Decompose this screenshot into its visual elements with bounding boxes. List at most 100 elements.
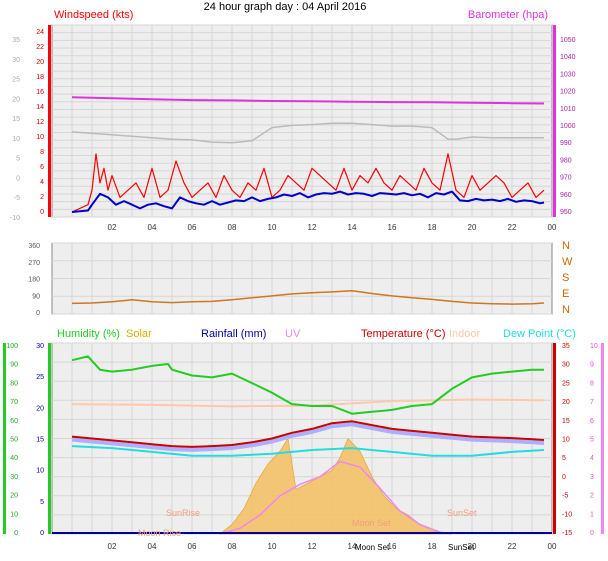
y-tick-label: 20	[12, 96, 20, 103]
x-tick-label: 04	[148, 542, 157, 551]
apparent-temperature-band	[71, 422, 545, 452]
y-tick-label: 30	[562, 362, 570, 369]
y-tick-label: 990	[560, 140, 572, 147]
wind-direction-line	[71, 289, 545, 305]
y-tick-label: 5	[590, 437, 594, 444]
y-tick-label: 1	[590, 511, 594, 518]
y-tick-label: 10	[36, 468, 44, 475]
x-tick-label: 02	[108, 542, 117, 551]
y-tick-label: -5	[14, 195, 20, 202]
y-tick-label: 25	[12, 77, 20, 84]
y-tick-label: 25	[562, 380, 570, 387]
y-tick-label: 12	[36, 119, 44, 126]
x-tick-label: 10	[268, 223, 277, 232]
compass-label: W	[562, 256, 573, 268]
sun-moon-label: Moon Set	[352, 518, 391, 528]
y-tick-label: 1040	[560, 54, 576, 61]
y-tick-label: 360	[28, 243, 40, 250]
x-tick-label: 08	[228, 223, 237, 232]
y-tick-label: 8	[40, 149, 44, 156]
y-tick-label: 1020	[560, 89, 576, 96]
humidity-line	[71, 355, 544, 415]
y-tick-label: 20	[36, 59, 44, 66]
legend-item: Humidity (%)	[57, 328, 120, 340]
y-tick-label: 980	[560, 157, 572, 164]
y-tick-label: 7	[590, 399, 594, 406]
wind-series	[71, 96, 545, 213]
x-tick-label: 10	[268, 542, 277, 551]
y-tick-label: 25	[36, 374, 44, 381]
direction-series	[71, 289, 545, 305]
y-tick-label: 100	[6, 343, 18, 350]
x-tick-label: 12	[308, 542, 317, 551]
y-tick-label: 22	[36, 44, 44, 51]
y-tick-label: 960	[560, 192, 572, 199]
legend-item: Temperature (°C)	[361, 328, 445, 340]
y-tick-label: 970	[560, 175, 572, 182]
average-speed-line	[71, 190, 545, 213]
y-tick-label: 10	[10, 511, 18, 518]
legend-item: Dew Point (°C)	[503, 328, 576, 340]
y-tick-label: 0	[40, 209, 44, 216]
temperature-axis-bar	[553, 343, 556, 534]
x-tick-label: 08	[228, 542, 237, 551]
y-tick-label: 5	[562, 455, 566, 462]
sun-moon-label: Moon Set	[355, 543, 390, 552]
y-tick-label: 4	[40, 179, 44, 186]
y-tick-label: 35	[562, 343, 570, 350]
y-tick-label: 50	[10, 437, 18, 444]
x-tick-label: 16	[388, 223, 397, 232]
direction-grid	[52, 242, 552, 315]
humidity-far-bar	[3, 343, 6, 534]
sun-moon-annotations: SunRise SunSet Moon Rise Moon Set Moon Set Su…	[138, 508, 477, 552]
y-tick-label: 1000	[560, 123, 576, 130]
barometer-label: Barometer (hpa)	[468, 9, 548, 21]
y-tick-label: 35	[12, 37, 20, 44]
y-tick-label: 8	[590, 380, 594, 387]
y-tick-label: 0	[590, 530, 594, 537]
y-tick-label: 20	[562, 399, 570, 406]
y-tick-label: 40	[10, 455, 18, 462]
x-tick-label: 18	[428, 223, 437, 232]
y-tick-label: 30	[12, 57, 20, 64]
x-tick-label: 22	[508, 223, 517, 232]
x-tick-label: 20	[468, 223, 477, 232]
y-tick-label: 60	[10, 418, 18, 425]
y-tick-label: 30	[36, 343, 44, 350]
x-tick-label: 14	[348, 223, 357, 232]
legend-item: Solar	[126, 328, 152, 340]
uv-axis-bar	[601, 343, 604, 534]
y-tick-label: 2	[40, 194, 44, 201]
y-tick-label: 10	[36, 134, 44, 141]
compass-label: N	[562, 304, 570, 316]
temperature-ticks: 02 04 06 08 10 12 14 16 18 20 22 001009080706050403…	[6, 343, 598, 551]
temperature-legend: Humidity (%) Solar Rainfall (mm) UV Temperat…	[57, 328, 576, 340]
y-tick-label: 270	[28, 260, 40, 267]
x-tick-label: 00	[548, 223, 557, 232]
x-tick-label: 12	[308, 223, 317, 232]
x-tick-label: 22	[508, 542, 517, 551]
x-tick-label: 20	[468, 542, 477, 551]
y-tick-label: 10	[590, 343, 598, 350]
chart-title: 24 hour graph day : 04 April 2016	[204, 1, 367, 13]
legend-item: Rainfall (mm)	[201, 328, 266, 340]
y-tick-label: 10	[12, 136, 20, 143]
y-tick-label: 950	[560, 209, 572, 216]
y-tick-label: -15	[562, 530, 572, 537]
x-tick-label: 06	[188, 223, 197, 232]
y-tick-label: 90	[10, 362, 18, 369]
windspeed-label: Windspeed (kts)	[54, 9, 133, 21]
legend-item: UV	[285, 328, 301, 340]
uv-line	[219, 460, 453, 535]
y-tick-label: 0	[36, 310, 40, 317]
y-tick-label: 16	[36, 89, 44, 96]
legend-item: Indoor	[449, 328, 481, 340]
y-tick-label: 4	[590, 455, 594, 462]
y-tick-label: 70	[10, 399, 18, 406]
dewpoint-line	[71, 445, 545, 457]
y-tick-label: 14	[36, 104, 44, 111]
barometer-line	[71, 96, 545, 105]
y-tick-label: 1010	[560, 106, 576, 113]
